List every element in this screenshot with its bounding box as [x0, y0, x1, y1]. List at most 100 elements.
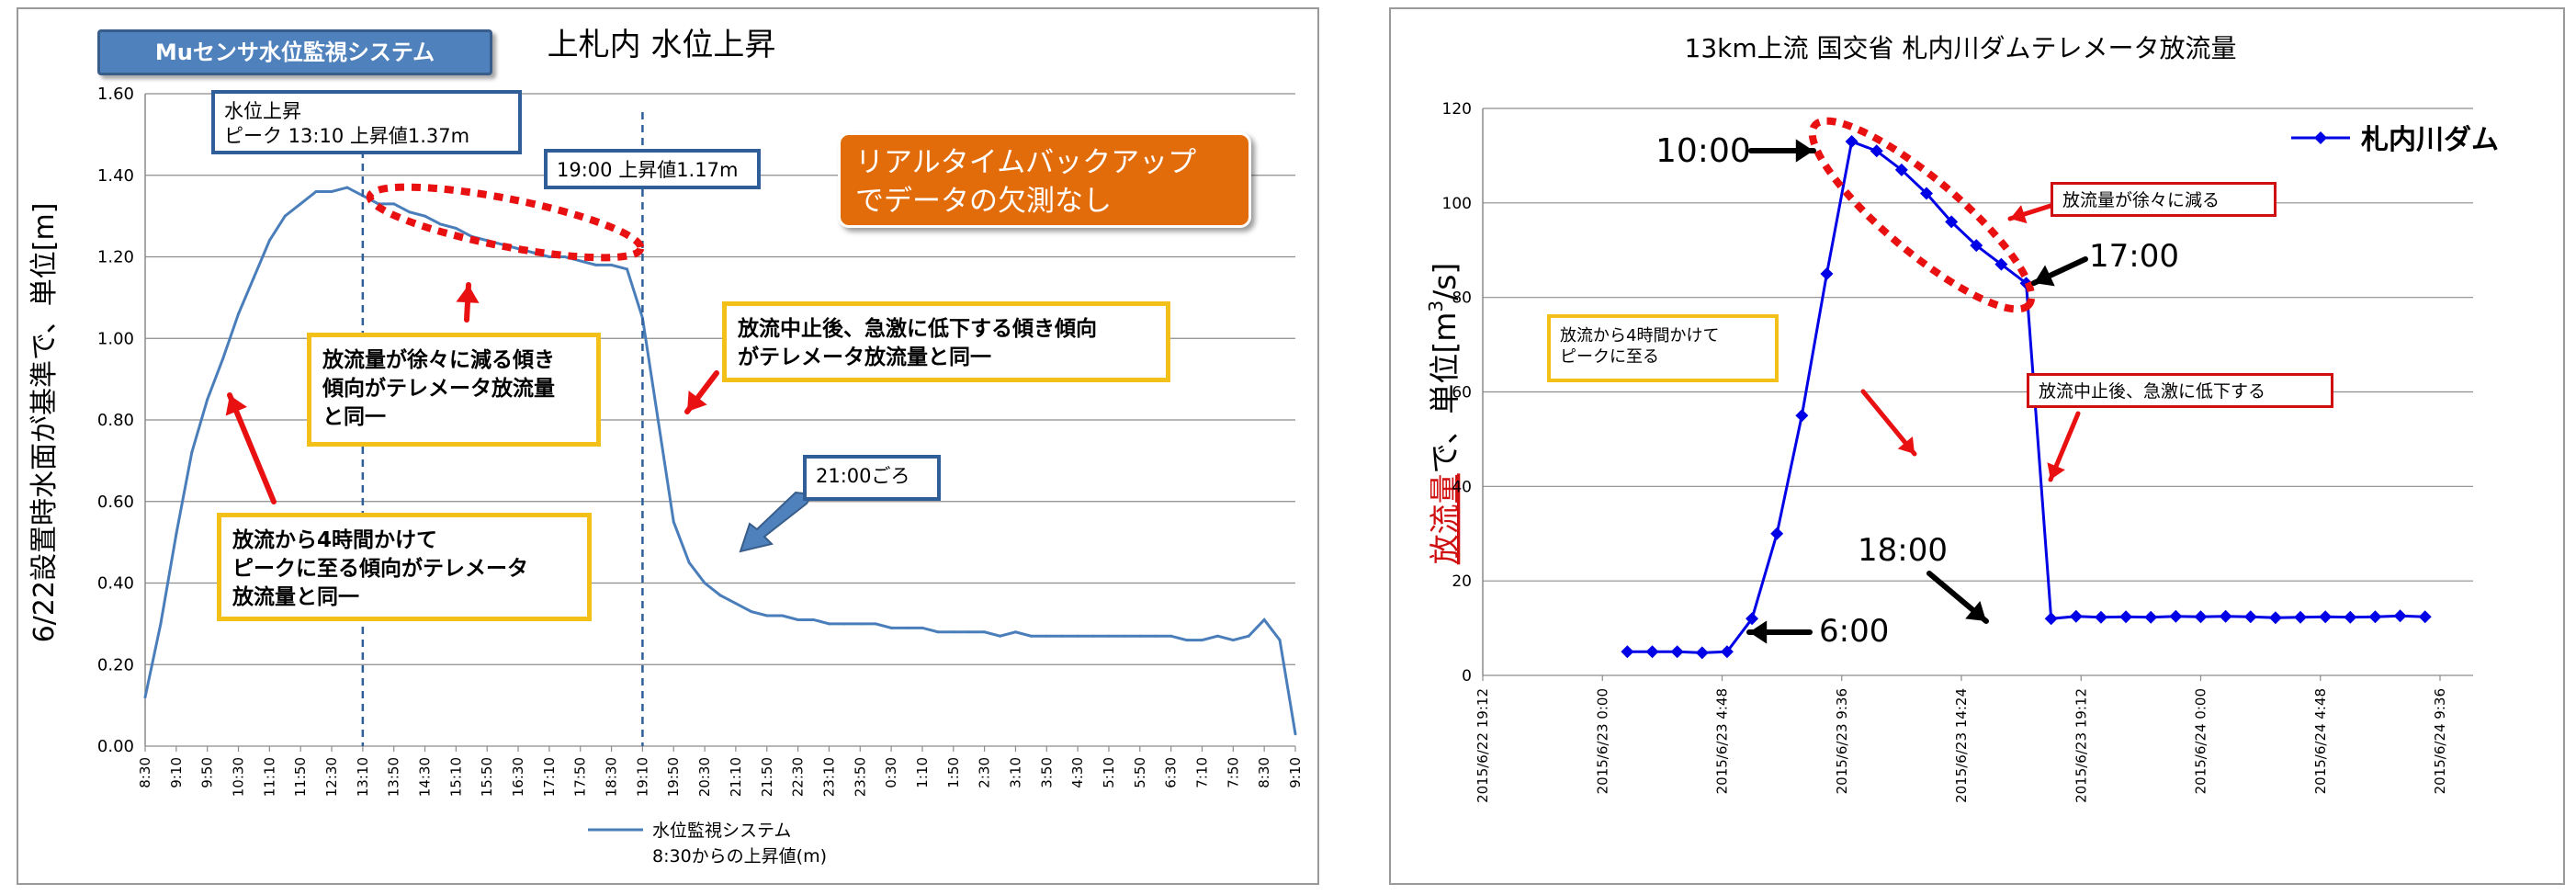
left-y-tick-label: 0.40 — [97, 574, 134, 594]
left-x-tick-label: 21:10 — [728, 757, 744, 797]
dam-discharge-point — [2268, 611, 2282, 625]
water-level-point — [765, 614, 769, 617]
right-x-tick-label: 2015/6/23 4:48 — [1714, 688, 1731, 794]
left-x-tick-label: 23:50 — [852, 757, 868, 797]
left-x-tick-label: 17:50 — [572, 757, 589, 797]
left-x-tick-label: 15:10 — [447, 757, 464, 797]
left-x-tick-label: 0:30 — [883, 757, 899, 788]
water-level-point — [999, 634, 1002, 638]
water-level-point — [1185, 639, 1189, 642]
left-x-tick-label: 17:10 — [541, 757, 558, 797]
left-gradual-arrow-head — [456, 285, 480, 303]
water-level-point — [967, 630, 971, 634]
water-level-point — [563, 255, 567, 258]
left-x-tick-label: 16:30 — [510, 757, 526, 797]
right-chart-title: 13km上流 国交省 札内川ダムテレメータ放流量 — [1685, 33, 2237, 63]
left-x-tick-label: 8:30 — [137, 757, 153, 788]
right-x-tick-label: 2015/6/24 4:48 — [2312, 688, 2329, 794]
left-x-tick-label: 5:10 — [1101, 757, 1117, 788]
dam-discharge-point — [2393, 609, 2407, 623]
water-level-point — [190, 451, 194, 454]
water-level-point — [656, 418, 660, 422]
gradual-decrease-label: 放流量が徐々に減る — [2051, 182, 2277, 217]
dam-discharge-point — [2418, 610, 2432, 624]
water-level-line — [143, 186, 1297, 734]
right-rise-arrow-head — [1897, 436, 1915, 454]
time-annotation-box: 21:00ごろ — [803, 455, 941, 501]
dam-discharge-chart: 13km上流 国交省 札内川ダムテレメータ放流量 放流量で、単位[m3/s] 札… — [1425, 33, 2499, 803]
peak-annotation-box: 水位上昇 ピーク 13:10 上昇値1.37m — [211, 90, 522, 154]
water-level-point — [1029, 634, 1033, 638]
left-x-tick-label: 7:50 — [1225, 757, 1241, 788]
left-x-tick-label: 5:50 — [1132, 757, 1148, 788]
left-y-tick-label: 1.60 — [97, 85, 134, 104]
dam-discharge-point — [2219, 609, 2232, 623]
dam-discharge-point — [1770, 527, 1784, 540]
water-level-point — [1200, 639, 1203, 642]
dam-discharge-chart-panel: 13km上流 国交省 札内川ダムテレメータ放流量 放流量で、単位[m3/s] 札… — [1389, 7, 2565, 885]
left-x-tick-label: 18:30 — [604, 757, 620, 797]
water-level-point — [781, 614, 785, 617]
water-level-chart-panel: 上札内 水位上昇 6/22設置時水面が基準で、単位[m] 水位監視システム 8:… — [17, 7, 1319, 885]
right-y-axis-label-main: で、単位[m — [1427, 312, 1463, 474]
right-x-tick-label: 2015/6/22 19:12 — [1474, 688, 1491, 803]
left-x-tick-label: 20:30 — [696, 757, 713, 797]
left-x-tick-label: 9:10 — [1287, 757, 1304, 788]
left-x-tick-label: 3:10 — [1007, 757, 1023, 788]
dam-discharge-point — [1994, 257, 2008, 271]
left-x-tick-label: 11:50 — [292, 757, 309, 797]
dam-discharge-point — [2069, 609, 2083, 623]
water-level-point — [1123, 634, 1126, 638]
dam-discharge-point — [2243, 610, 2257, 624]
water-level-point — [221, 357, 225, 360]
right-y-tick-label: 100 — [1442, 195, 1472, 213]
water-level-point — [532, 251, 536, 255]
dam-discharge-point — [1645, 645, 1659, 659]
water-level-point — [952, 630, 955, 634]
water-level-point — [1215, 634, 1219, 638]
stop-annotation-box: 19:00 上昇値1.17m — [544, 149, 761, 189]
dam-discharge-point — [1894, 163, 1908, 176]
gradual-decrease-highlight-right — [1808, 117, 2036, 313]
water-level-point — [983, 630, 987, 634]
left-x-tick-label: 12:30 — [323, 757, 340, 797]
water-level-point — [1076, 634, 1079, 638]
label-17-00: 17:00 — [2089, 238, 2179, 275]
left-chart-title: 上札内 水位上昇 — [548, 27, 776, 63]
dam-discharge-point — [1795, 409, 1809, 423]
left-rise-arrow-shaft — [227, 392, 277, 504]
left-x-tick-label: 3:50 — [1038, 757, 1055, 788]
dam-discharge-point — [1970, 239, 1983, 253]
rise-to-peak-note: 放流から4時間かけて ピークに至る傾向がテレメータ 放流量と同一 — [217, 513, 592, 621]
dam-discharge-point — [1920, 187, 1934, 200]
dam-discharge-point — [2368, 610, 2382, 624]
water-level-point — [827, 622, 830, 626]
water-level-point — [842, 622, 846, 626]
left-x-tick-label: 11:10 — [261, 757, 277, 797]
water-level-point — [750, 610, 753, 614]
water-level-point — [1107, 634, 1111, 638]
water-level-point — [345, 186, 349, 189]
left-drop-arrow-head — [687, 391, 707, 412]
left-x-tick-label: 15:50 — [479, 757, 495, 797]
left-x-tick-label: 23:10 — [820, 757, 837, 797]
left-x-tick-label: 9:50 — [199, 757, 216, 788]
water-level-chart: 上札内 水位上昇 6/22設置時水面が基準で、単位[m] 水位監視システム 8:… — [28, 27, 1304, 867]
water-level-point — [797, 617, 800, 621]
label-6-00: 6:00 — [1819, 613, 1889, 650]
gradual-decrease-note: 放流量が徐々に減る傾き 傾向がテレメータ放流量 と同一 — [307, 333, 601, 447]
right-y-tick-label: 0 — [1462, 667, 1472, 685]
right-gradual-arrow-head — [2010, 205, 2028, 224]
right-x-tick-label: 2015/6/23 14:24 — [1953, 688, 1970, 803]
water-level-point — [610, 263, 614, 266]
label-10-00: 10:00 — [1655, 132, 1751, 170]
water-level-point — [1262, 617, 1266, 621]
left-x-tick-label: 19:10 — [634, 757, 650, 797]
water-level-point — [454, 226, 458, 230]
water-level-point — [905, 626, 909, 629]
left-x-tick-label: 22:30 — [790, 757, 807, 797]
left-time-arrow — [739, 491, 814, 553]
left-y-tick-label: 0.80 — [97, 411, 134, 430]
water-level-point — [159, 622, 163, 626]
left-x-tick-label: 7:10 — [1193, 757, 1210, 788]
